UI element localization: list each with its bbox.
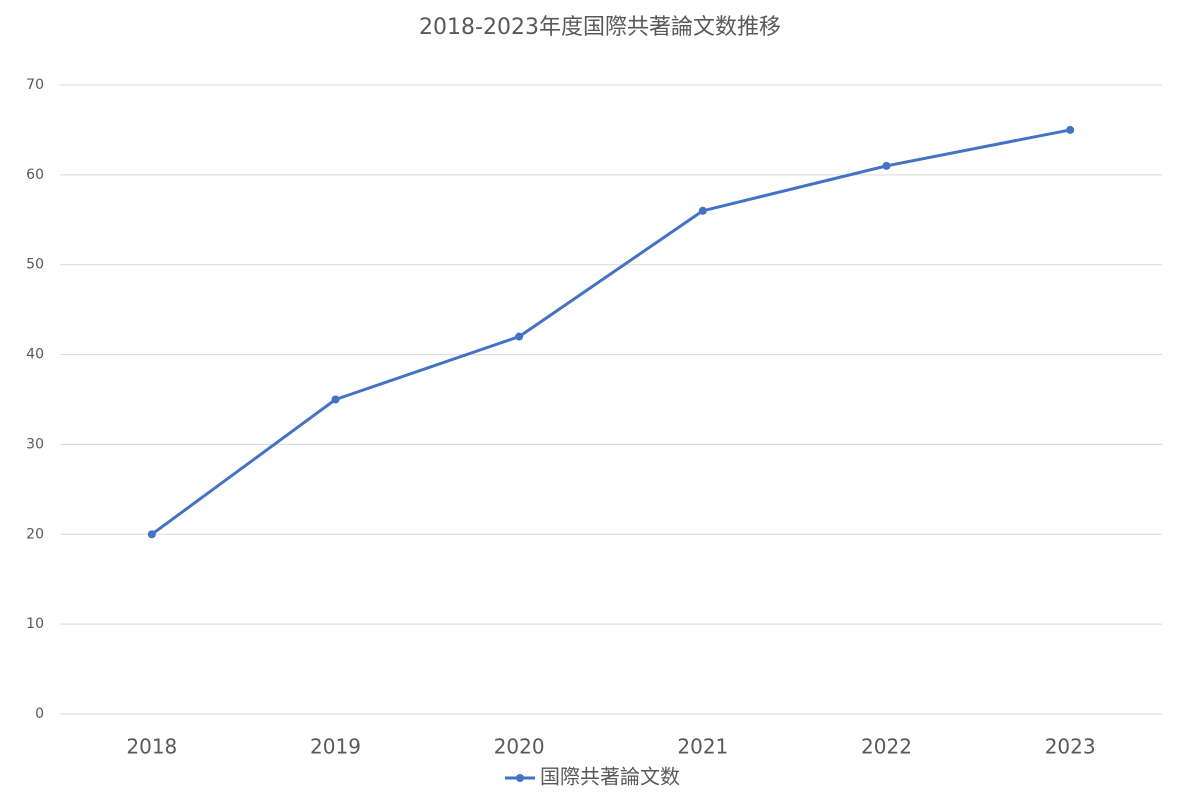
x-tick-label: 2023: [1045, 735, 1096, 759]
y-tick-label: 40: [26, 347, 44, 363]
data-point: [698, 206, 707, 215]
y-tick-label: 20: [26, 526, 44, 542]
x-tick-label: 2020: [494, 735, 545, 759]
data-point: [331, 395, 340, 404]
y-tick-label: 0: [35, 706, 44, 722]
x-tick-label: 2019: [310, 735, 361, 759]
y-tick-label: 50: [26, 257, 44, 273]
data-point: [515, 332, 524, 341]
chart-title: 2018-2023年度国際共著論文数推移: [419, 15, 781, 40]
y-tick-label: 70: [26, 77, 44, 93]
x-tick-label: 2018: [126, 735, 177, 759]
data-point: [1066, 125, 1075, 134]
data-point: [147, 530, 156, 539]
y-tick-label: 10: [26, 616, 44, 632]
legend-label: 国際共著論文数: [540, 765, 680, 789]
y-tick-label: 30: [26, 436, 44, 452]
x-tick-label: 2022: [861, 735, 912, 759]
series-line: [150, 128, 1071, 536]
x-tick-label: 2021: [677, 735, 728, 759]
data-point: [882, 161, 891, 170]
y-tick-label: 60: [26, 167, 44, 183]
legend-marker: [516, 774, 524, 782]
